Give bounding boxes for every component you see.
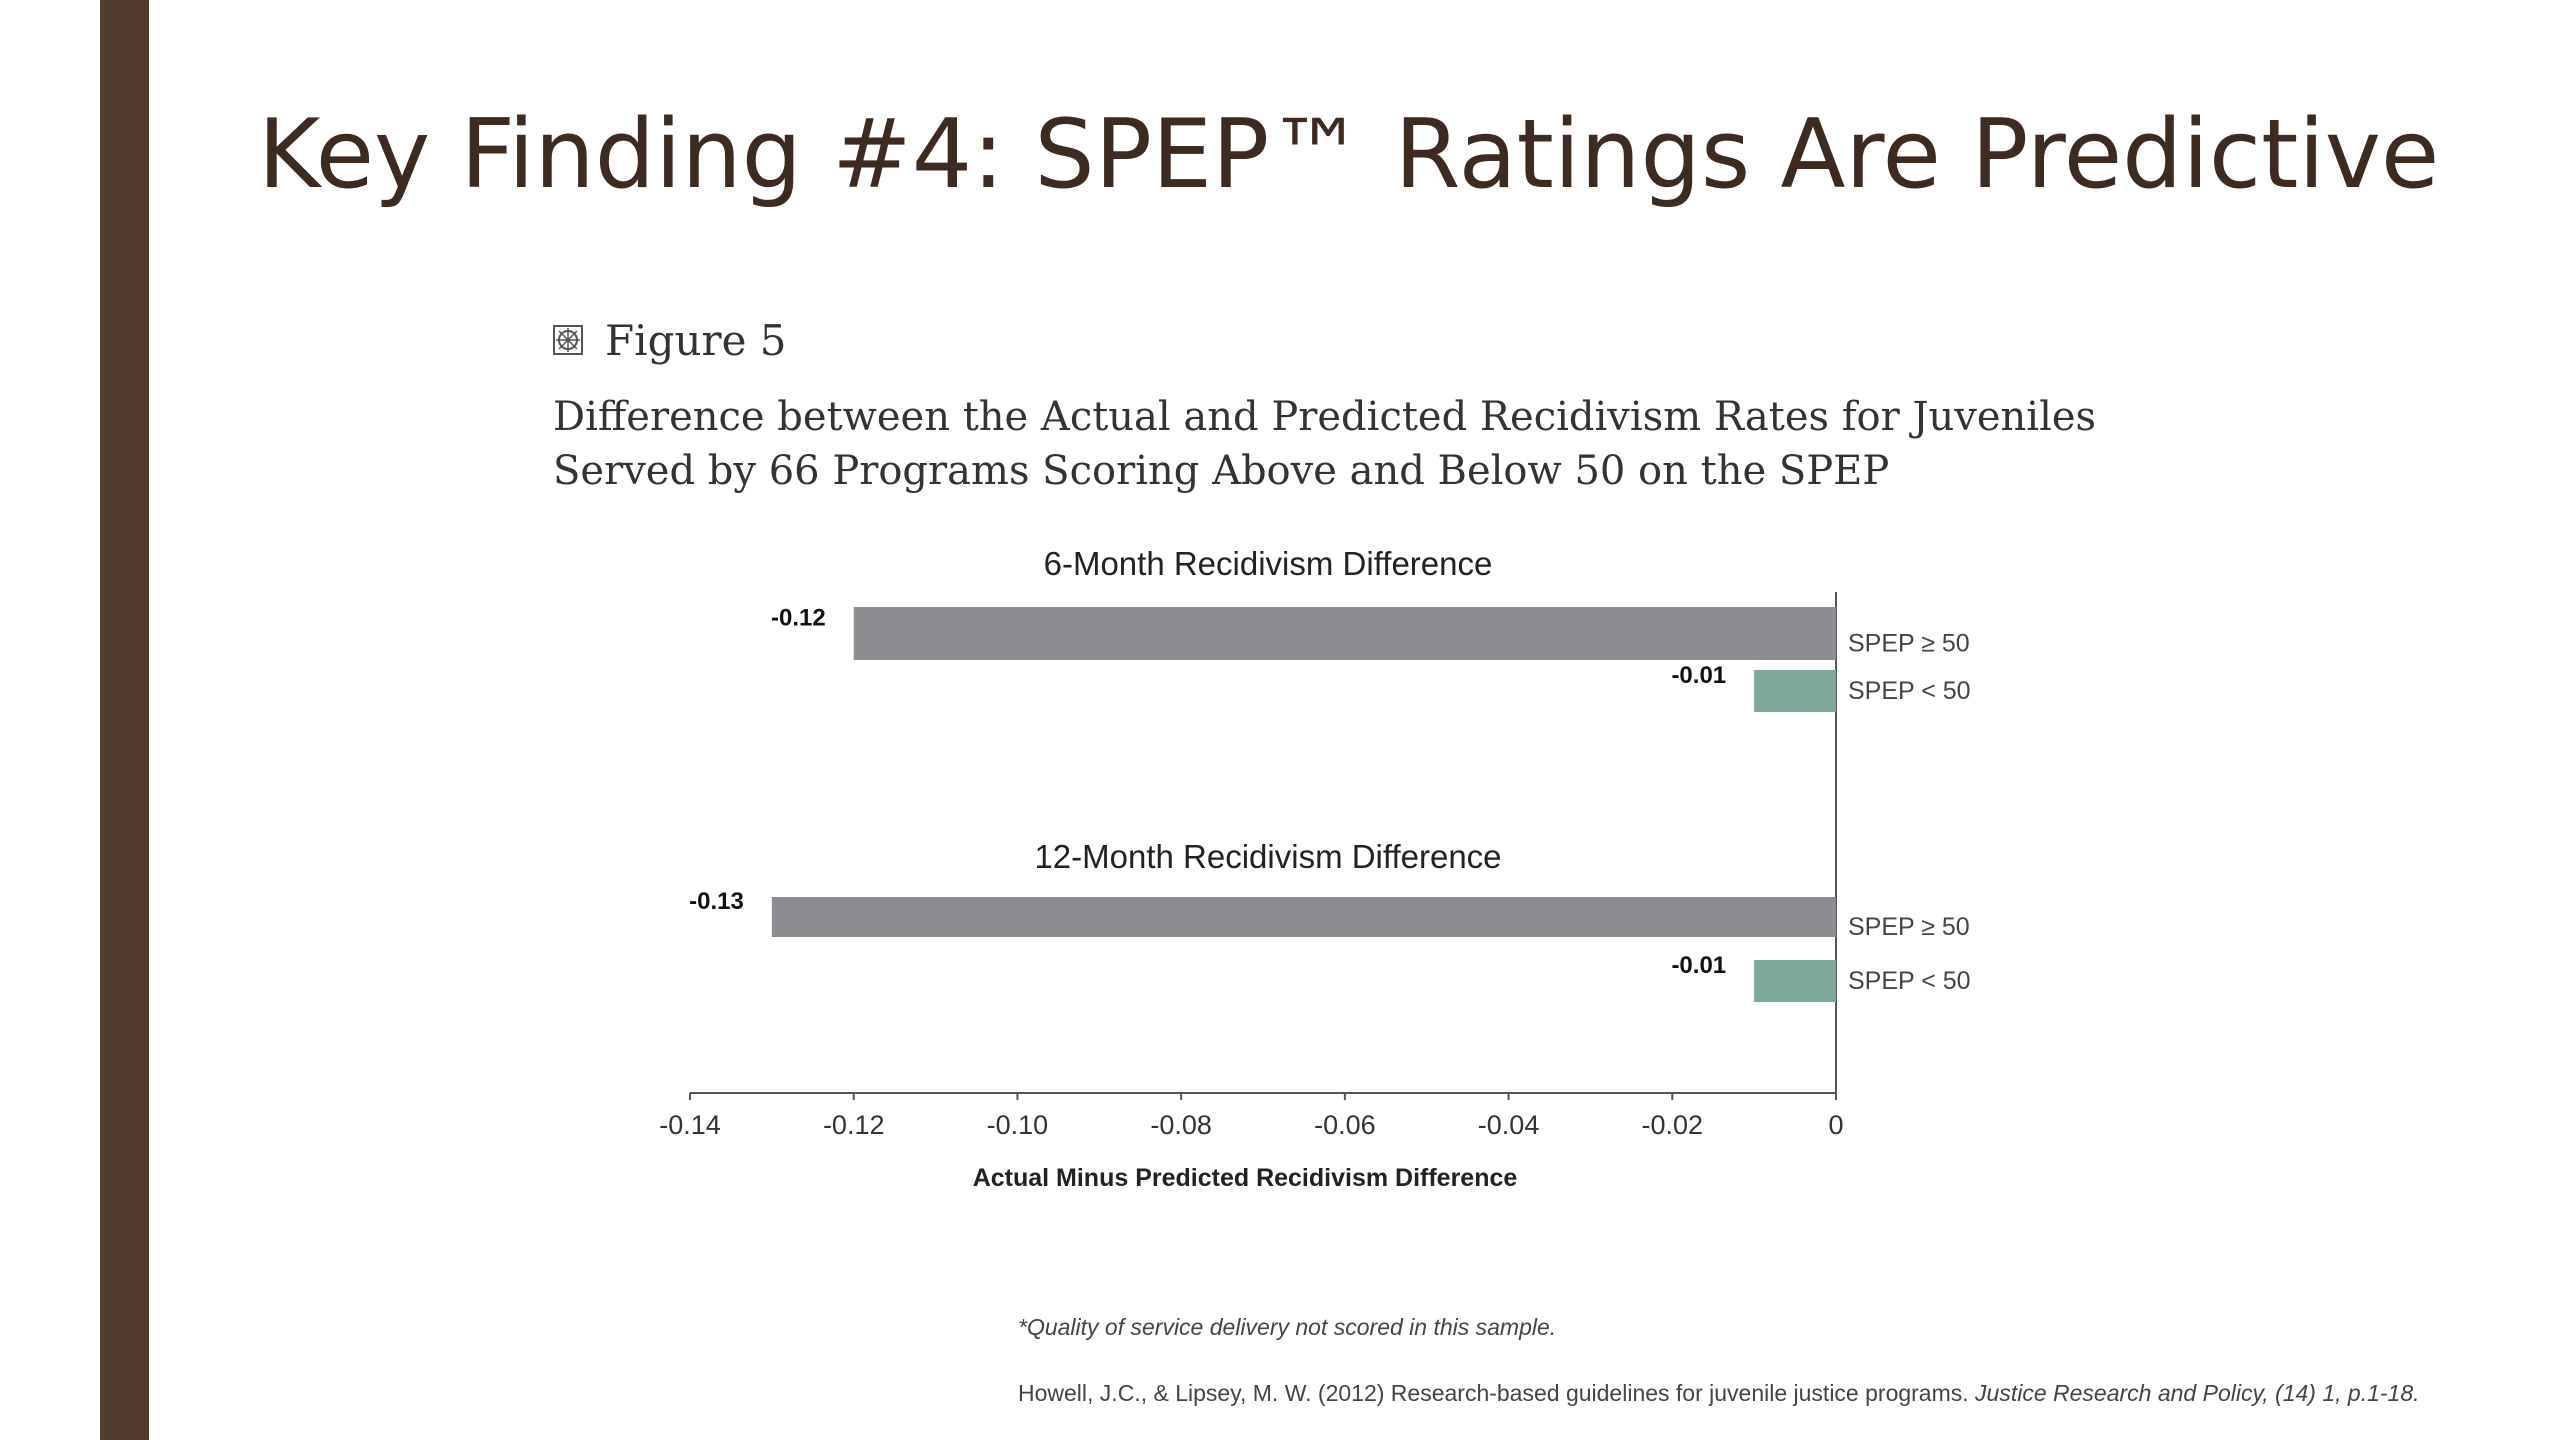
citation-journal: Justice Research and Policy, (14) 1, p.1… <box>1975 1380 2420 1406</box>
figure-caption-line-1: Difference between the Actual and Predic… <box>553 394 2097 440</box>
data-label-1-1: -0.12 <box>771 605 826 632</box>
bar-2-1 <box>771 897 1836 937</box>
bar-1-2 <box>1754 670 1836 712</box>
footnote: *Quality of service delivery not scored … <box>1018 1314 1557 1340</box>
category-label-1-2: SPEP < 50 <box>1848 677 1971 705</box>
figure-emblem-icon <box>553 325 583 355</box>
figure-label: Figure 5 <box>553 316 787 365</box>
figure-caption-line-2: Served by 66 Programs Scoring Above and … <box>553 448 1890 494</box>
bar-2-2 <box>1754 960 1836 1002</box>
x-tick-label-7: -0.02 <box>1642 1110 1704 1140</box>
x-tick-label-2: -0.12 <box>823 1110 885 1140</box>
data-label-1-2: -0.01 <box>1671 662 1726 689</box>
figure-label-text: Figure 5 <box>605 316 787 365</box>
x-tick-label-8: 0 <box>1828 1110 1843 1140</box>
category-label-2-1: SPEP ≥ 50 <box>1848 913 1970 941</box>
x-axis-label: Actual Minus Predicted Recidivism Differ… <box>973 1164 1518 1192</box>
slide-title: Key Finding #4: SPEP™ Ratings Are Predic… <box>258 100 2440 210</box>
bar-1-1 <box>853 607 1836 660</box>
category-label-2-2: SPEP < 50 <box>1848 967 1971 995</box>
category-label-1-1: SPEP ≥ 50 <box>1848 630 1970 658</box>
data-label-2-2: -0.01 <box>1671 952 1726 979</box>
group-title-1: 6-Month Recidivism Difference <box>1044 545 1493 582</box>
data-label-2-1: -0.13 <box>689 888 744 915</box>
citation: Howell, J.C., & Lipsey, M. W. (2012) Res… <box>1018 1380 2420 1407</box>
x-tick-label-4: -0.08 <box>1150 1110 1212 1140</box>
x-tick-label-5: -0.06 <box>1314 1110 1376 1140</box>
citation-text: Howell, J.C., & Lipsey, M. W. (2012) Res… <box>1018 1380 1976 1406</box>
x-tick-label-1: -0.14 <box>659 1110 721 1140</box>
figure-caption: Difference between the Actual and Predic… <box>553 390 2096 498</box>
x-tick-label-6: -0.04 <box>1478 1110 1540 1140</box>
slide-accent-bar <box>100 0 149 1440</box>
group-title-2: 12-Month Recidivism Difference <box>1034 838 1501 875</box>
x-tick-label-3: -0.10 <box>987 1110 1049 1140</box>
